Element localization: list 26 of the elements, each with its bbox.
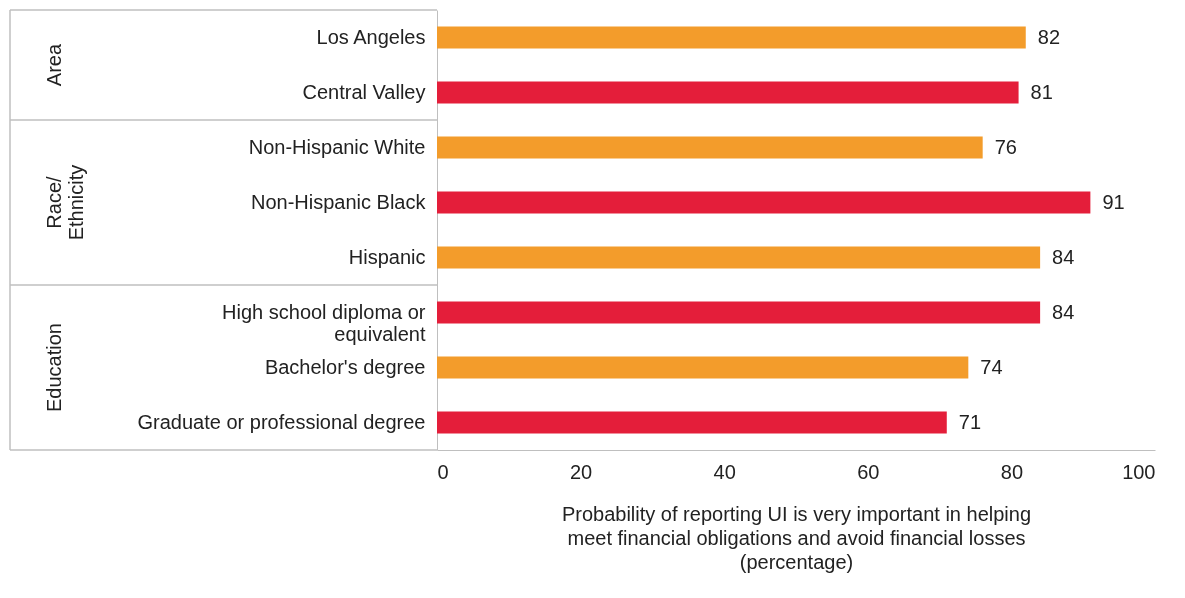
- y-tick-label: Non-Hispanic White: [248, 135, 426, 158]
- y-tick-label: High school diploma or equivalent: [222, 300, 426, 345]
- data-label: 81: [1030, 80, 1053, 103]
- text: Area: [43, 43, 65, 87]
- data-label: 91: [1102, 190, 1125, 213]
- x-tick-label: 60: [857, 460, 880, 483]
- y-tick-label: Central Valley: [302, 80, 426, 103]
- data-label: 71: [958, 410, 982, 433]
- data-label: 74: [980, 355, 1003, 378]
- x-tick-label: 0: [437, 460, 449, 483]
- y-tick-label: Non-Hispanic Black: [250, 190, 427, 213]
- y-tick-label: Los Angeles: [316, 25, 426, 48]
- text: Race/Ethnicity: [43, 164, 87, 241]
- x-tick-label: 80: [1000, 460, 1024, 483]
- data-label: 84: [1052, 245, 1075, 268]
- text: Education: [43, 323, 65, 412]
- data-label: 84: [1052, 300, 1075, 323]
- y-tick-label: Hispanic: [348, 245, 426, 268]
- x-tick-label: 20: [569, 460, 593, 483]
- y-tick-label: Bachelor's degree: [264, 355, 426, 378]
- x-tick-label: 100: [1122, 460, 1156, 483]
- data-label: 76: [994, 135, 1017, 158]
- data-label: 82: [1037, 25, 1061, 48]
- x-axis-title: Probability of reporting UI is very important in helping meet financial obligations and avoid financial losses (percentage): [561, 502, 1032, 573]
- x-tick-label: 40: [713, 460, 736, 483]
- y-tick-label: Graduate or professional degree: [137, 410, 426, 433]
